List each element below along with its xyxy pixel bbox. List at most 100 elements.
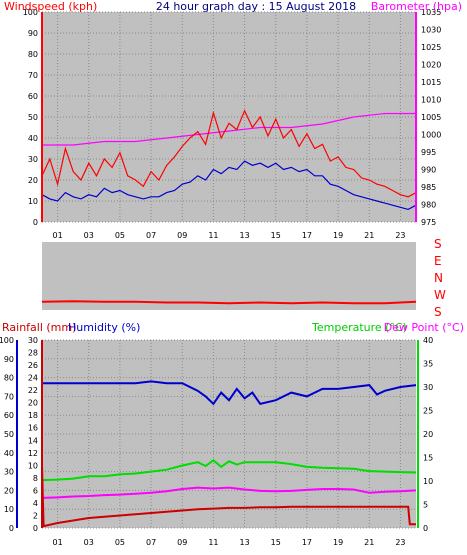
wind-y-tick-label: 50: [28, 113, 38, 122]
barometer-tick-label: 990: [421, 166, 436, 175]
climate-x-tick-label: 01: [52, 538, 62, 547]
climate-x-tick-label: 11: [208, 538, 218, 547]
wind-gust-line: [41, 109, 417, 198]
rain-tick-label: 22: [28, 386, 38, 395]
wind-y-tick-label: 70: [28, 71, 38, 80]
windspeed-axis-label: Windspeed (kph): [4, 0, 97, 13]
rain-tick-label: 12: [28, 449, 38, 458]
humidity-tick-label: 10: [4, 505, 14, 514]
rain-tick-label: 16: [28, 424, 38, 433]
wind-y-tick-label: 20: [28, 176, 38, 185]
barometer-tick-label: 1025: [421, 43, 441, 52]
direction-label: N: [434, 271, 443, 285]
wind-x-tick-label: 07: [146, 231, 156, 240]
wind-x-tick-label: 19: [333, 231, 343, 240]
wind-x-tick-label: 17: [302, 231, 312, 240]
climate-x-tick-label: 05: [115, 538, 125, 547]
humidity-line: [42, 380, 417, 406]
wind-x-tick-label: 05: [115, 231, 125, 240]
rain-tick-label: 14: [28, 436, 38, 445]
climate-x-tick-label: 23: [395, 538, 405, 547]
barometer-line: [42, 112, 416, 146]
wind-direction-line: [41, 300, 417, 305]
climate-x-tick-label: 13: [239, 538, 249, 547]
humidity-tick-label: 0: [9, 524, 14, 533]
climate-x-tick-label: 07: [146, 538, 156, 547]
climate-x-tick-label: 09: [177, 538, 187, 547]
wind-left-ticks: 0 10 20 30 40 50 60 70 80 90 100: [23, 8, 38, 227]
humidity-tick-label: 90: [4, 355, 14, 364]
humidity-tick-label: 100: [0, 336, 14, 345]
barometer-tick-label: 1020: [421, 61, 441, 70]
wind-grid: [42, 11, 416, 223]
humidity-tick-label: 60: [4, 411, 14, 420]
wind-y-tick-label: 100: [23, 8, 38, 17]
humidity-tick-label: 20: [4, 486, 14, 495]
humidity-tick-label: 30: [4, 468, 14, 477]
climate-x-tick-label: 15: [271, 538, 281, 547]
temperature-tick-label: 25: [423, 407, 433, 416]
rain-tick-label: 28: [28, 349, 38, 358]
humidity-tick-label: 70: [4, 392, 14, 401]
rain-tick-label: 4: [33, 499, 38, 508]
rain-tick-label: 30: [28, 336, 38, 345]
barometer-axis-label: Barometer (hpa): [371, 0, 462, 13]
rain-tick-label: 6: [33, 486, 38, 495]
rain-tick-label: 8: [33, 474, 38, 483]
temperature-ticks: 0 5 10 15 20 25 30 35 40: [423, 336, 433, 533]
rain-tick-label: 24: [28, 374, 38, 383]
temperature-tick-label: 30: [423, 383, 433, 392]
barometer-tick-label: 980: [421, 201, 436, 210]
rain-tick-label: 18: [28, 411, 38, 420]
wind-y-tick-label: 80: [28, 50, 38, 59]
temperature-axis-label: Temperature (°C): [311, 321, 407, 334]
temperature-tick-label: 20: [423, 430, 433, 439]
barometer-tick-label: 1015: [421, 78, 441, 87]
rain-tick-label: 0: [33, 524, 38, 533]
humidity-axis-label: Humidity (%): [68, 321, 140, 334]
barometer-tick-label: 1030: [421, 26, 441, 35]
climate-x-tick-label: 03: [84, 538, 94, 547]
humidity-tick-label: 50: [4, 430, 14, 439]
barometer-tick-label: 1000: [421, 131, 441, 140]
wind-x-tick-label: 01: [52, 231, 62, 240]
wind-y-tick-label: 60: [28, 92, 38, 101]
dewpoint-axis-label: Dew Point (°C): [384, 321, 464, 334]
wind-x-tick-label: 15: [271, 231, 281, 240]
climate-grid: [42, 339, 416, 529]
wind-x-tick-label: 03: [84, 231, 94, 240]
rainfall-axis-label: Rainfall (mm): [2, 321, 76, 334]
wind-right-ticks: 975 980 985 990 995 1000 1005 1010 1015 1020 1025 1…: [421, 8, 441, 227]
temperature-tick-label: 35: [423, 360, 433, 369]
temperature-tick-label: 15: [423, 454, 433, 463]
wind-y-tick-label: 40: [28, 134, 38, 143]
wind-y-tick-label: 30: [28, 155, 38, 164]
wind-x-tick-label: 09: [177, 231, 187, 240]
climate-x-tick-label: 17: [302, 538, 312, 547]
wind-x-tick-label: 11: [208, 231, 218, 240]
direction-panel-plot: [42, 242, 416, 310]
barometer-tick-label: 1005: [421, 113, 441, 122]
temperature-tick-label: 40: [423, 336, 433, 345]
barometer-tick-label: 1035: [421, 8, 441, 17]
direction-label: W: [434, 288, 446, 302]
temperature-line: [41, 459, 417, 482]
wind-average-line: [41, 160, 417, 211]
dewpoint-line: [41, 486, 417, 499]
climate-x-tick-label: 19: [333, 538, 343, 547]
humidity-tick-label: 40: [4, 449, 14, 458]
climate-x-tick-label: 21: [364, 538, 374, 547]
rain-tick-label: 2: [33, 511, 38, 520]
wind-x-tick-label: 21: [364, 231, 374, 240]
wind-y-tick-label: 10: [28, 197, 38, 206]
wind-x-tick-label: 13: [239, 231, 249, 240]
humidity-tick-label: 80: [4, 374, 14, 383]
rainfall-line: [41, 465, 416, 528]
temperature-tick-label: 10: [423, 477, 433, 486]
